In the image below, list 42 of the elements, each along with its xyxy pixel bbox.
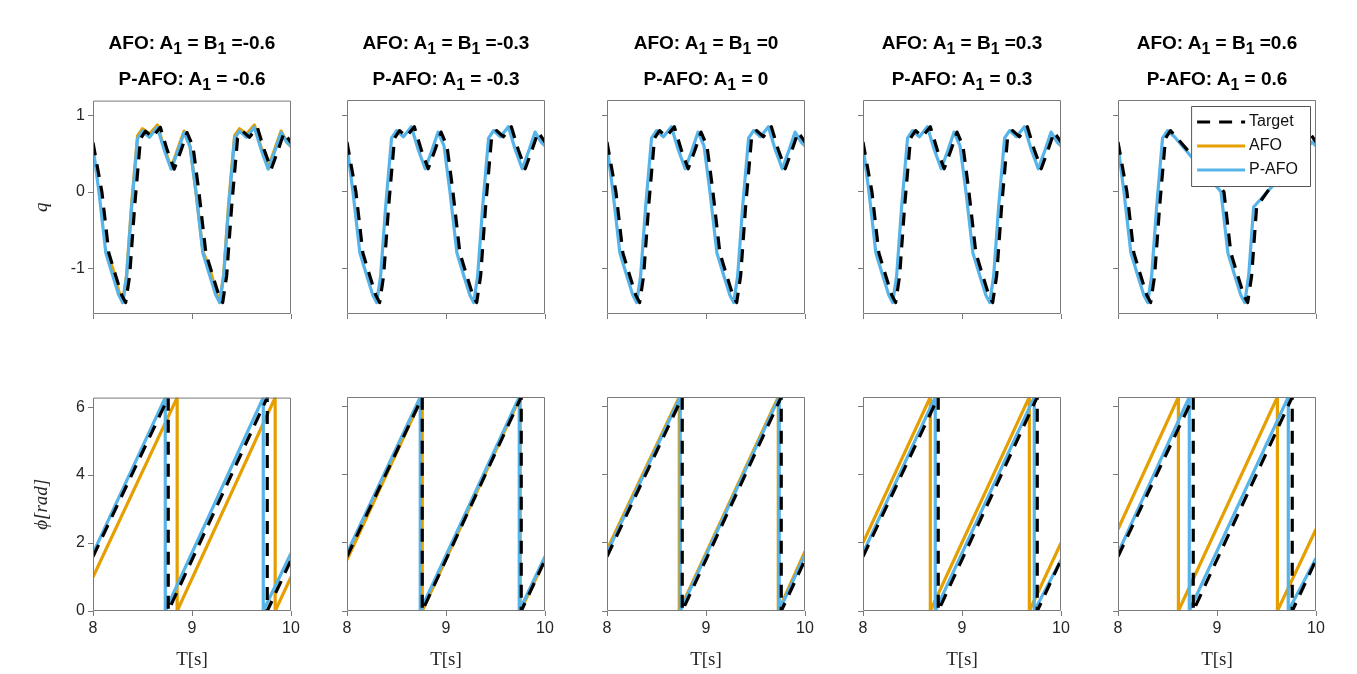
x-axis-title: T[s] [1201,647,1233,669]
x-tick-label: 9 [957,619,967,637]
y-tick-label: 1 [76,106,86,124]
y-tick-label: 0 [76,182,86,200]
chart-title: AFO: A$_{1}$ = B$_{1}$ =-0.3 [361,31,531,59]
x-tick-label: 10 [1307,619,1325,637]
y-axis-title: ϕ[rad] [30,478,52,530]
x-tick-label: 9 [701,619,711,637]
chart-title: AFO: A$_{1}$ = B$_{1}$ =0 [632,31,780,59]
x-axis-title: T[s] [430,647,462,669]
x-tick-label: 8 [1113,619,1123,637]
y-tick-label: 2 [76,533,86,551]
x-tick-label: 8 [342,619,352,637]
chart-subtitle: P-AFO: A$_{1}$ = -0.3 [371,66,521,95]
x-axis-title: T[s] [946,647,978,669]
x-tick-label: 8 [88,619,98,637]
x-tick-label: 10 [536,619,554,637]
chart-subtitle: P-AFO: A$_{1}$ = 0 [642,66,770,95]
y-tick-label: 0 [76,601,86,619]
x-tick-label: 9 [1212,619,1222,637]
legend-label: Target [1249,112,1295,130]
chart-subtitle: P-AFO: A$_{1}$ = 0.3 [890,66,1034,95]
x-tick-label: 10 [282,619,300,637]
chart-subtitle: P-AFO: A$_{1}$ = -0.6 [117,66,267,95]
x-tick-label: 10 [1052,619,1070,637]
x-axis-title: T[s] [690,647,722,669]
y-axis-title: q [30,202,52,213]
chart-title: AFO: A$_{1}$ = B$_{1}$ =-0.6 [107,31,277,59]
y-tick-label: -1 [70,258,86,276]
y-tick-label: 6 [76,397,86,415]
x-tick-label: 10 [796,619,814,637]
chart-title: AFO: A$_{1}$ = B$_{1}$ =0.3 [880,31,1044,59]
x-tick-label: 9 [441,619,451,637]
x-tick-label: 8 [858,619,868,637]
x-tick-label: 9 [187,619,197,637]
legend-label: P-AFO [1249,160,1298,178]
x-axis-title: T[s] [176,647,208,669]
chart-subtitle: P-AFO: A$_{1}$ = 0.6 [1145,66,1289,95]
chart-title: AFO: A$_{1}$ = B$_{1}$ =0.6 [1135,31,1299,59]
legend-label: AFO [1249,136,1282,154]
y-tick-label: 4 [76,465,86,483]
x-tick-label: 8 [602,619,612,637]
